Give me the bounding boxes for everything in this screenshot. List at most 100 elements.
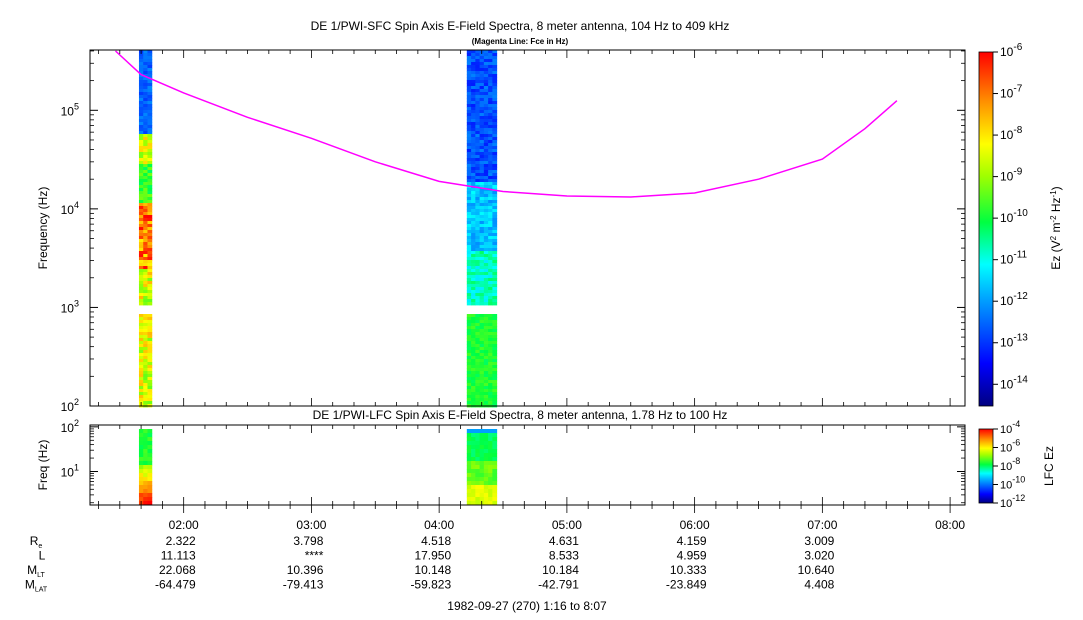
spectrogram-cell <box>143 248 148 252</box>
spectrogram-cell <box>138 137 144 141</box>
colorbar-tick-base: 10 <box>1000 443 1012 455</box>
spectrogram-cell <box>479 386 485 390</box>
spectrogram-cell <box>488 170 493 174</box>
spectrogram-cell <box>492 302 498 306</box>
spectrogram-cell <box>483 272 489 276</box>
spectrogram-cell <box>483 461 489 466</box>
spectrogram-cell <box>471 477 476 482</box>
spectrogram-cell <box>479 356 485 360</box>
spectrogram-cell <box>143 501 148 506</box>
spectrogram-cell <box>492 134 498 138</box>
spectrogram-cell <box>479 341 485 345</box>
spectrogram-cell <box>483 245 489 249</box>
spectrogram-cell <box>475 53 481 57</box>
spectrogram-cell <box>471 317 476 321</box>
spectrogram-cell <box>147 477 153 482</box>
spectrogram-cell <box>483 287 489 291</box>
spectrogram-cell <box>471 374 476 378</box>
x-tick-label: 07:00 <box>807 518 837 532</box>
spectrogram-cell <box>466 501 472 506</box>
spectrogram-cell <box>471 371 476 375</box>
spectrogram-cell <box>138 95 144 99</box>
spectrogram-cell <box>488 314 493 318</box>
spectrogram-cell <box>492 233 498 237</box>
spectrogram-cell <box>466 473 472 478</box>
spectrogram-cell <box>479 314 485 318</box>
spectrogram-cell <box>147 134 153 138</box>
spectrogram-cell <box>138 287 144 291</box>
ephemeris-table: Re 2.322 3.798 4.518 4.631 4.159 3.009 L 11.113 *… <box>25 534 835 594</box>
spectrogram-cell <box>471 146 476 150</box>
spectrogram-cell <box>488 383 493 387</box>
spectrogram-cell <box>143 332 148 336</box>
spectrogram-cell <box>483 182 489 186</box>
spectrogram-cell <box>479 445 485 450</box>
spectrogram-cell <box>483 359 489 363</box>
spectrogram-cell <box>466 122 472 126</box>
spectrogram-cell <box>488 326 493 330</box>
spectrogram-cell <box>483 350 489 354</box>
spectrogram-cell <box>475 332 481 336</box>
spectrogram-cell <box>479 266 485 270</box>
colorbar-tick-exp: -8 <box>1012 456 1020 466</box>
spectrogram-cell <box>479 155 485 159</box>
spectrogram-cell <box>138 461 144 466</box>
spectrogram-cell <box>138 457 144 462</box>
spectrogram-cell <box>483 218 489 222</box>
spectrogram-cell <box>138 245 144 249</box>
spectrogram-cell <box>488 200 493 204</box>
spectrogram-cell <box>492 501 498 506</box>
spectrogram-cell <box>147 380 153 384</box>
spectrogram-cell <box>492 137 498 141</box>
spectrogram-cell <box>488 122 493 126</box>
spectrogram-cell <box>475 218 481 222</box>
spectrogram-cell <box>492 191 498 195</box>
spectrogram-cell <box>471 56 476 60</box>
spectrogram-cell <box>143 493 148 498</box>
spectrogram-cell <box>147 314 153 318</box>
spectrogram-cell <box>471 143 476 147</box>
spectrogram-cell <box>483 263 489 267</box>
spectrogram-cell <box>143 489 148 494</box>
spectrogram-cell <box>488 260 493 264</box>
spectrogram-cell <box>475 477 481 482</box>
spectrogram-cell <box>466 200 472 204</box>
y-tick-label-exp: 5 <box>74 101 79 111</box>
spectrogram-cell <box>471 194 476 198</box>
y-tick-label: 105 <box>61 101 79 118</box>
spectrogram-cell <box>488 344 493 348</box>
spectrogram-cell <box>466 299 472 303</box>
spectrogram-cell <box>479 53 485 57</box>
spectrogram-cell <box>475 389 481 393</box>
spectrogram-cell <box>475 242 481 246</box>
y-tick-label: 101 <box>61 463 79 480</box>
spectrogram-cell <box>147 158 153 162</box>
spectrogram-cell <box>483 236 489 240</box>
ephemeris-value: 10.333 <box>670 563 707 577</box>
spectrogram-cell <box>475 350 481 354</box>
spectrogram-cell <box>138 473 144 478</box>
spectrogram-cell <box>475 74 481 78</box>
spectrogram-cell <box>492 254 498 258</box>
spectrogram-cell <box>466 290 472 294</box>
spectrogram-cell <box>143 461 148 466</box>
spectrogram-cell <box>492 251 498 255</box>
spectrogram-cell <box>147 206 153 210</box>
spectrogram-cell <box>475 224 481 228</box>
spectrogram-cell <box>466 341 472 345</box>
spectrogram-cell <box>475 152 481 156</box>
spectrogram-cell <box>483 257 489 261</box>
spectrogram-cell <box>466 398 472 402</box>
spectrogram-cell <box>471 347 476 351</box>
spectrogram-cell <box>475 299 481 303</box>
spectrogram-cell <box>475 401 481 405</box>
spectrogram-cell <box>492 314 498 318</box>
spectrogram-cell <box>138 269 144 273</box>
spectrogram-cell <box>492 299 498 303</box>
spectrogram-cell <box>475 287 481 291</box>
spectrogram-cell <box>492 392 498 396</box>
spectrogram-cell <box>143 350 148 354</box>
spectrogram-cell <box>479 278 485 282</box>
spectrogram-cell <box>483 221 489 225</box>
spectrogram-cell <box>138 125 144 129</box>
